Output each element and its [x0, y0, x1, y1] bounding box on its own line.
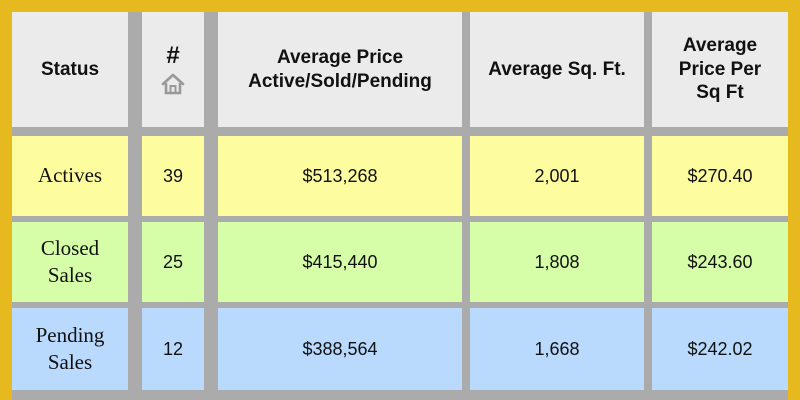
table-cell-avg-sqft: 1,808 — [470, 222, 644, 302]
status-closed-line1: Closed — [40, 235, 100, 260]
header-price-per-sqft: Average Price Per Sq Ft — [652, 12, 788, 127]
header-ppsf-line3: Sq Ft — [696, 82, 744, 104]
table-cell-avg-sqft: 1,668 — [470, 308, 644, 390]
avg-price-value: $388,564 — [302, 338, 378, 359]
price-per-sqft-value: $242.02 — [687, 338, 753, 359]
count-value: 25 — [162, 251, 184, 272]
table-cell-price-per-sqft: $242.02 — [652, 308, 788, 390]
table-cell-count: 12 — [142, 308, 204, 390]
table-cell-avg-price: $388,564 — [218, 308, 462, 390]
count-value: 39 — [162, 165, 184, 186]
status-pending-line1: Pending — [35, 322, 105, 347]
count-value: 12 — [162, 338, 184, 359]
header-ppsf-line1: Average — [682, 34, 758, 56]
avg-sqft-value: 2,001 — [534, 165, 580, 186]
table-cell-avg-sqft: 2,001 — [470, 136, 644, 216]
header-count-symbol: # — [166, 41, 180, 69]
avg-sqft-value: 1,668 — [534, 338, 580, 359]
header-avg-price-line2: Active/Sold/Pending — [248, 70, 432, 92]
status-closed-line2: Sales — [47, 263, 93, 287]
header-status: Status — [12, 12, 128, 127]
table-row-status: Actives — [12, 136, 128, 216]
status-pending-line2: Sales — [47, 350, 93, 374]
header-avg-price-line1: Average Price — [276, 46, 404, 68]
table-cell-count: 25 — [142, 222, 204, 302]
home-icon — [160, 68, 186, 96]
header-avg-sqft-label: Average Sq. Ft. — [488, 58, 626, 80]
avg-sqft-value: 1,808 — [534, 251, 580, 272]
price-per-sqft-value: $243.60 — [687, 251, 753, 272]
avg-price-value: $513,268 — [302, 165, 378, 186]
stats-table: Status # Average Price Active/Sold/Pendi… — [12, 12, 788, 400]
header-ppsf-line2: Price Per — [678, 58, 762, 80]
header-count: # — [142, 12, 204, 127]
price-per-sqft-value: $270.40 — [687, 165, 753, 186]
table-cell-count: 39 — [142, 136, 204, 216]
table-row-status: Pending Sales — [12, 308, 128, 390]
header-avg-price: Average Price Active/Sold/Pending — [218, 12, 462, 127]
status-actives: Actives — [37, 163, 103, 188]
header-status-label: Status — [40, 58, 100, 80]
avg-price-value: $415,440 — [302, 251, 378, 272]
table-cell-avg-price: $415,440 — [218, 222, 462, 302]
table-cell-price-per-sqft: $270.40 — [652, 136, 788, 216]
table-row-status: Closed Sales — [12, 222, 128, 302]
header-avg-sqft: Average Sq. Ft. — [470, 12, 644, 127]
table-cell-price-per-sqft: $243.60 — [652, 222, 788, 302]
table-cell-avg-price: $513,268 — [218, 136, 462, 216]
